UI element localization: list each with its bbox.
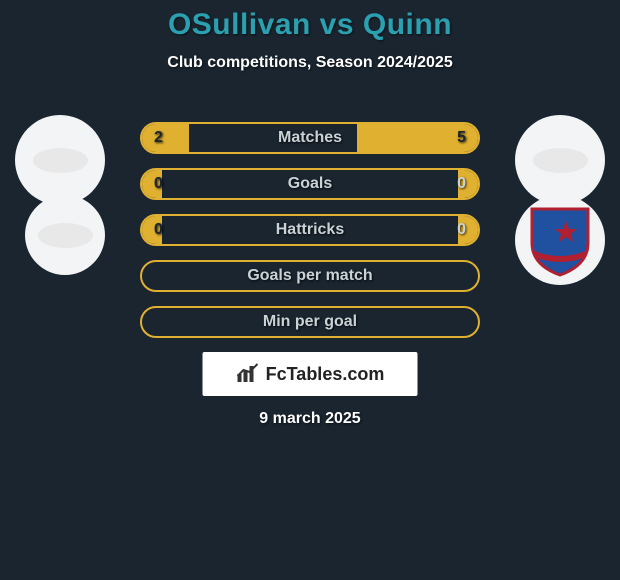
- bar-chart-icon: [236, 362, 260, 387]
- vs-label: vs: [320, 8, 354, 41]
- stat-row-goals-per-match: Goals per match: [140, 260, 480, 292]
- stat-label: Hattricks: [142, 216, 478, 244]
- stat-left-value: 2: [142, 124, 175, 152]
- stat-left-value: 0: [142, 170, 175, 198]
- stat-label: Goals per match: [142, 262, 478, 290]
- stat-left-value: 0: [142, 216, 175, 244]
- stat-row-min-per-goal: Min per goal: [140, 306, 480, 338]
- badges-right: [515, 115, 605, 275]
- stat-right-value: 5: [445, 124, 478, 152]
- badge-right-1: [515, 115, 605, 205]
- badge-left-2: [25, 195, 105, 275]
- stat-label: Goals: [142, 170, 478, 198]
- club-crest-icon: [528, 203, 592, 277]
- badges-left: [15, 115, 105, 265]
- stat-label: Min per goal: [142, 308, 478, 336]
- stat-row-goals: 0 Goals 0: [140, 168, 480, 200]
- stat-right-value: 0: [445, 216, 478, 244]
- stats-panel: 2 Matches 5 0 Goals 0 0 Hattricks 0 Goal…: [140, 122, 480, 352]
- player2-name: Quinn: [363, 8, 452, 41]
- watermark: FcTables.com: [203, 352, 418, 396]
- stat-right-value: 0: [445, 170, 478, 198]
- player1-name: OSullivan: [168, 8, 311, 41]
- subtitle: Club competitions, Season 2024/2025: [0, 54, 620, 72]
- badge-left-1: [15, 115, 105, 205]
- stat-row-matches: 2 Matches 5: [140, 122, 480, 154]
- badge-right-2: [515, 195, 605, 285]
- stat-row-hattricks: 0 Hattricks 0: [140, 214, 480, 246]
- watermark-text: FcTables.com: [266, 364, 385, 385]
- comparison-title: OSullivan vs Quinn: [0, 0, 620, 42]
- date-label: 9 march 2025: [0, 410, 620, 428]
